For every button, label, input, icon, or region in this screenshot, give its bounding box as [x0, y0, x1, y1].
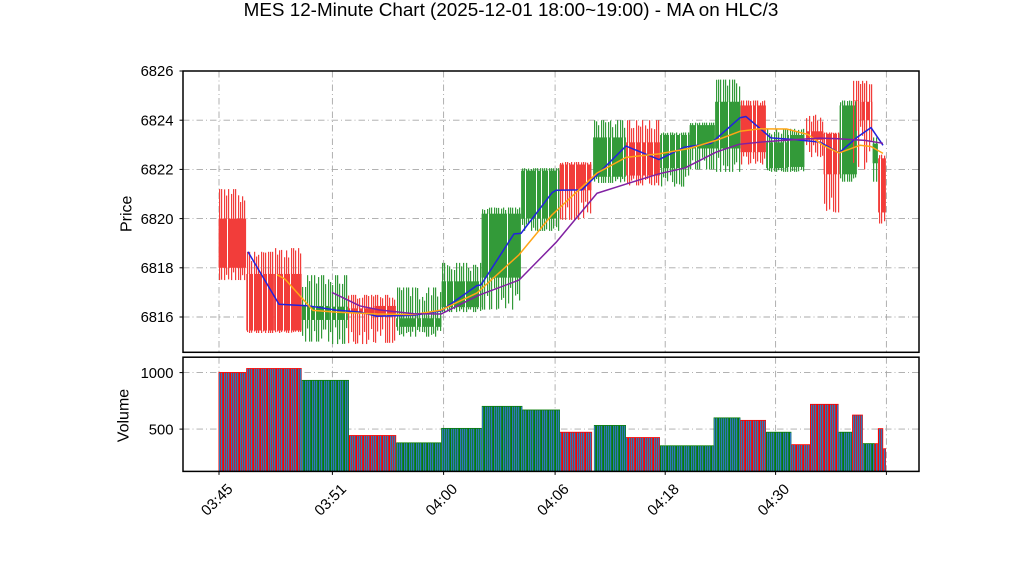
svg-text:6816: 6816 — [141, 310, 174, 326]
svg-text:6818: 6818 — [141, 261, 174, 277]
svg-text:6826: 6826 — [141, 64, 174, 80]
svg-text:Volume: Volume — [116, 389, 133, 442]
svg-text:Price: Price — [118, 195, 135, 232]
svg-text:MES 12-Minute Chart (2025-12-0: MES 12-Minute Chart (2025-12-01 18:00~19… — [244, 0, 779, 20]
svg-text:6822: 6822 — [141, 163, 174, 179]
svg-text:1000: 1000 — [141, 366, 174, 382]
svg-text:6820: 6820 — [141, 212, 174, 228]
svg-text:6824: 6824 — [141, 113, 174, 129]
svg-text:500: 500 — [149, 422, 174, 438]
